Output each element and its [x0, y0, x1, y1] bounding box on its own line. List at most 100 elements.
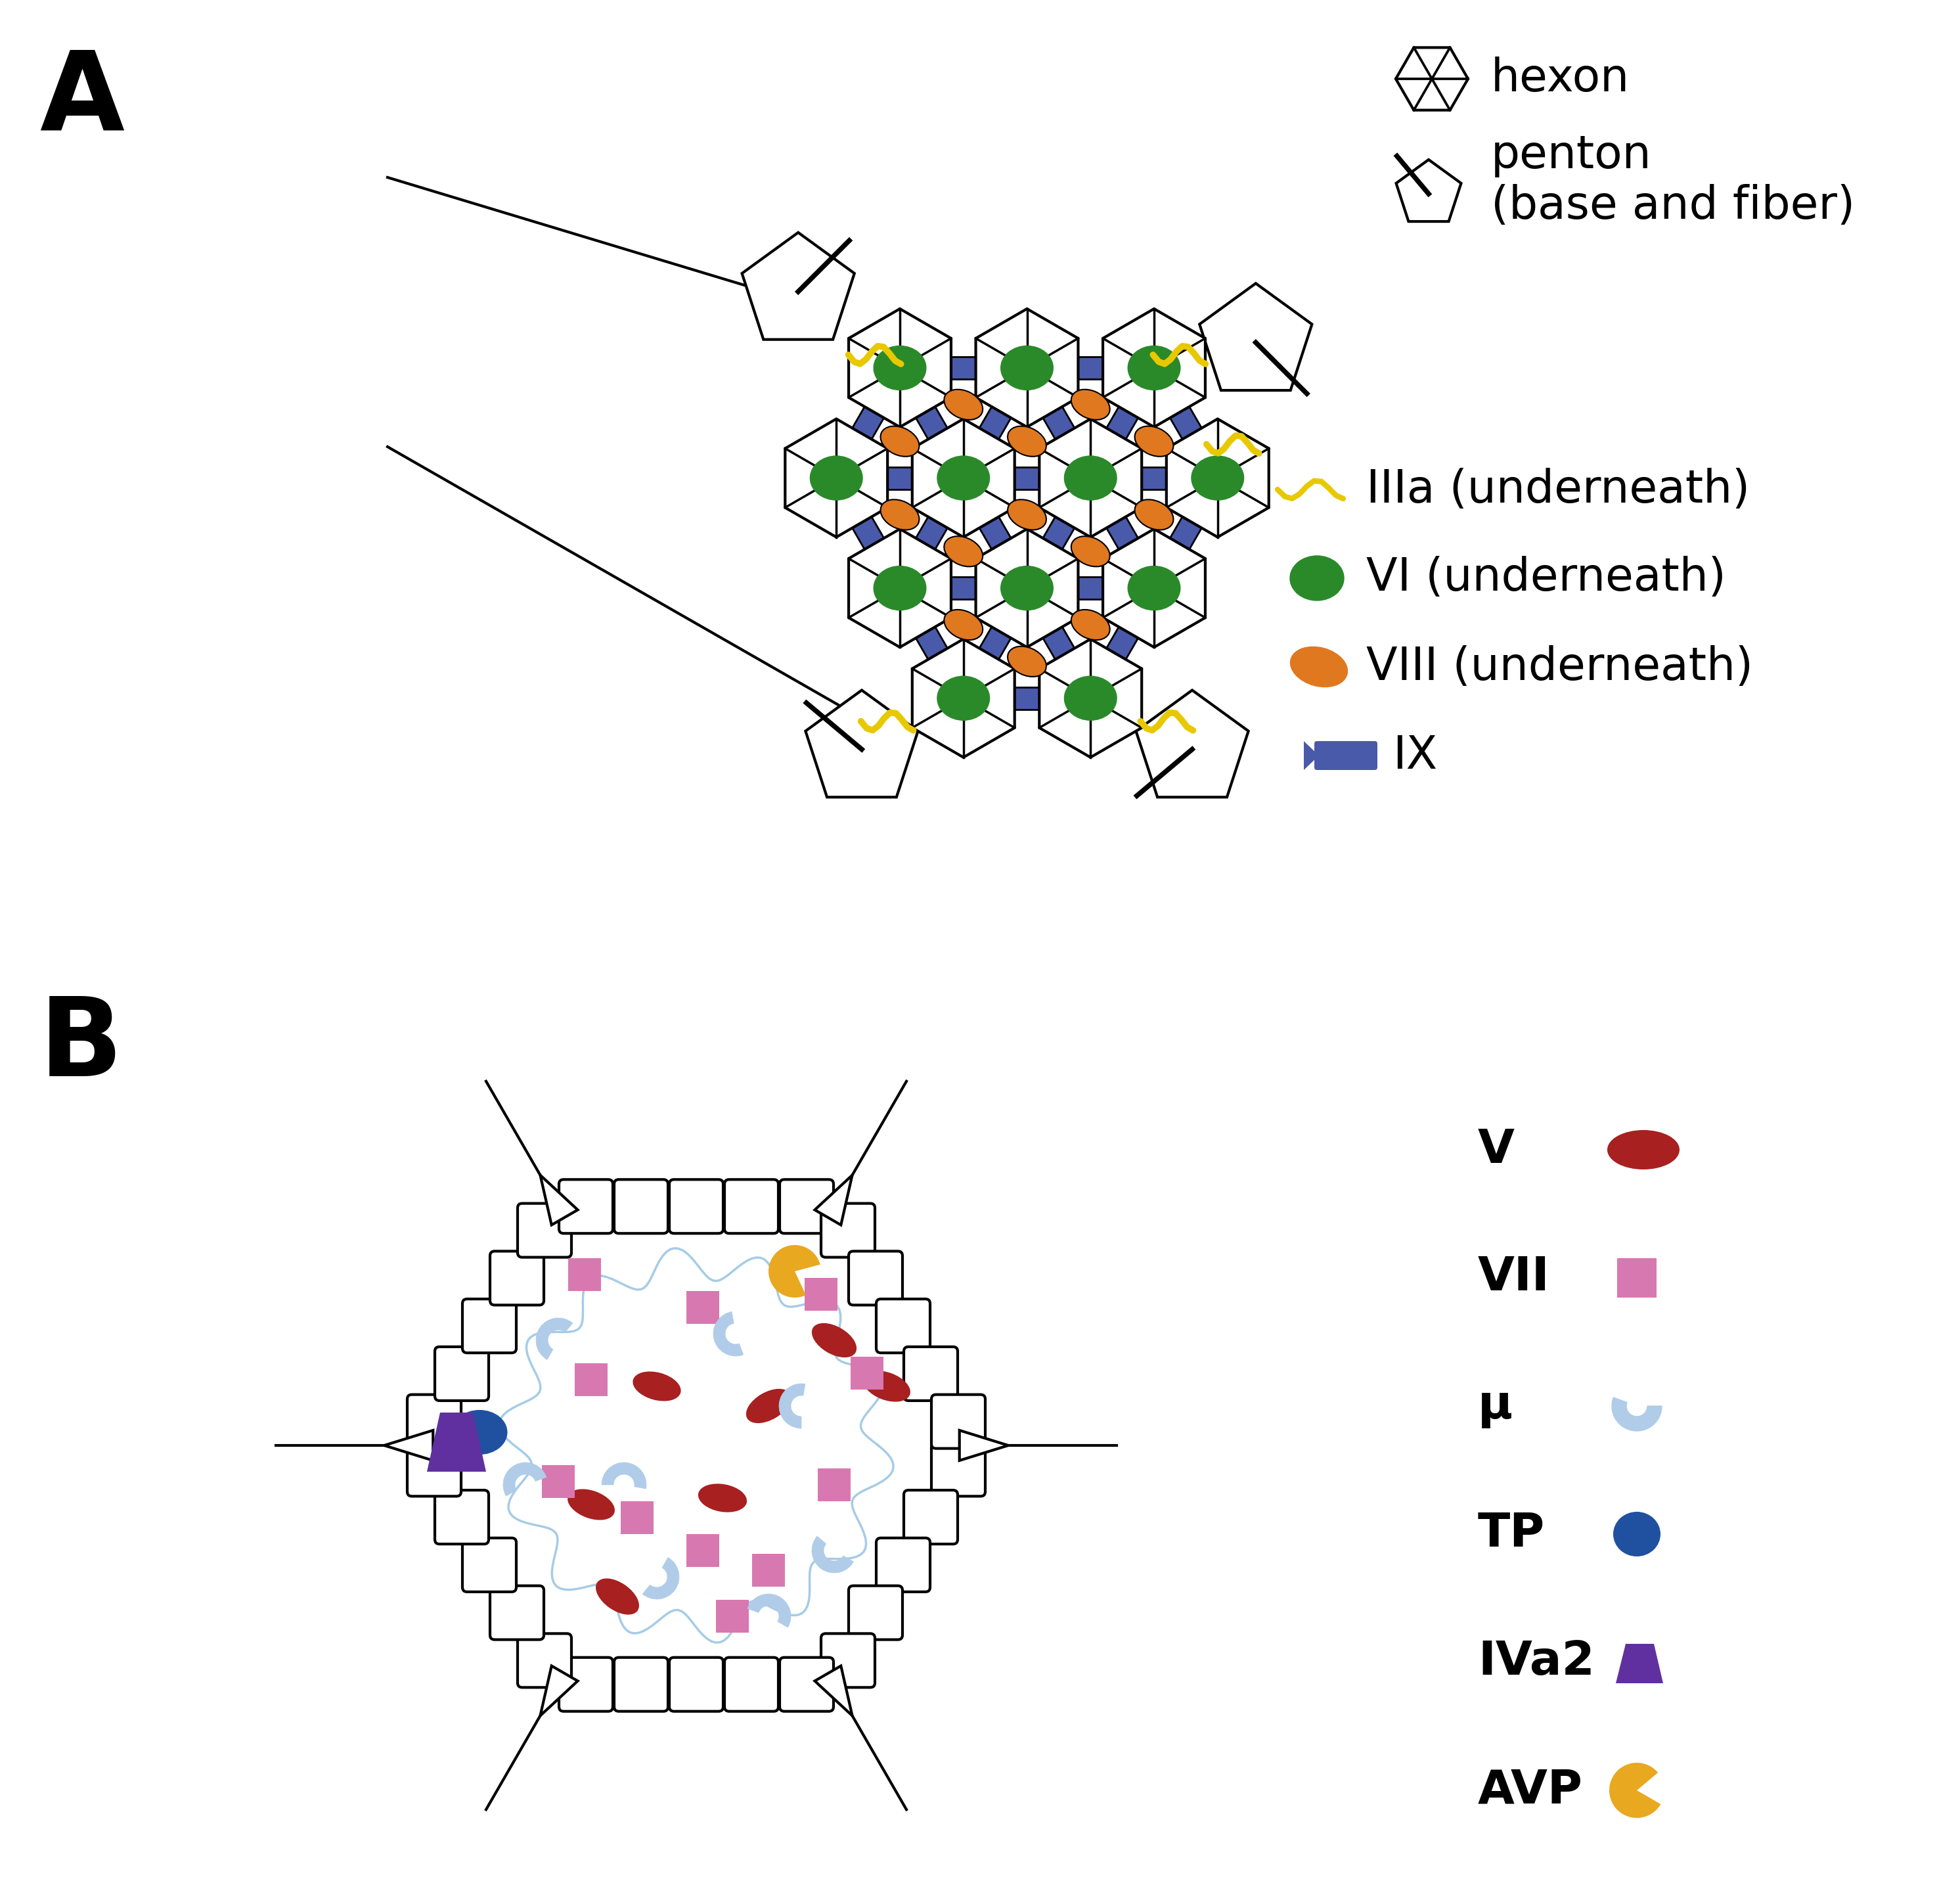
- Wedge shape: [713, 1312, 743, 1356]
- Text: B: B: [39, 992, 123, 1099]
- FancyBboxPatch shape: [904, 1346, 958, 1401]
- FancyBboxPatch shape: [408, 1443, 461, 1497]
- Polygon shape: [847, 396, 890, 449]
- Polygon shape: [849, 529, 951, 647]
- Text: AVP: AVP: [1478, 1767, 1584, 1813]
- FancyBboxPatch shape: [517, 1203, 572, 1257]
- Polygon shape: [1039, 640, 1143, 758]
- Polygon shape: [815, 1175, 853, 1224]
- Wedge shape: [535, 1318, 572, 1359]
- FancyBboxPatch shape: [490, 1251, 543, 1304]
- Ellipse shape: [1072, 537, 1109, 567]
- Polygon shape: [1102, 396, 1145, 449]
- Wedge shape: [504, 1462, 547, 1497]
- Ellipse shape: [1064, 455, 1117, 501]
- FancyBboxPatch shape: [931, 1443, 986, 1497]
- FancyBboxPatch shape: [559, 1658, 613, 1712]
- Wedge shape: [768, 1245, 819, 1299]
- Ellipse shape: [451, 1411, 508, 1455]
- Ellipse shape: [633, 1371, 680, 1401]
- Polygon shape: [939, 577, 988, 600]
- Ellipse shape: [1007, 426, 1047, 457]
- Ellipse shape: [596, 1578, 639, 1615]
- Polygon shape: [1004, 687, 1051, 710]
- Polygon shape: [1039, 419, 1143, 537]
- FancyBboxPatch shape: [849, 1251, 902, 1304]
- Text: IIIa (underneath): IIIa (underneath): [1366, 468, 1750, 512]
- Polygon shape: [786, 419, 888, 537]
- Ellipse shape: [1127, 345, 1180, 390]
- Polygon shape: [849, 308, 951, 426]
- Ellipse shape: [568, 1489, 615, 1519]
- Polygon shape: [1103, 529, 1205, 647]
- FancyBboxPatch shape: [613, 1658, 668, 1712]
- Text: IVa2: IVa2: [1478, 1639, 1595, 1685]
- Ellipse shape: [1072, 390, 1109, 419]
- Ellipse shape: [880, 499, 919, 529]
- FancyBboxPatch shape: [668, 1179, 723, 1234]
- Polygon shape: [541, 1175, 578, 1224]
- Polygon shape: [1066, 577, 1115, 600]
- Polygon shape: [1396, 48, 1468, 110]
- Polygon shape: [427, 1413, 486, 1472]
- Ellipse shape: [945, 609, 982, 640]
- Polygon shape: [976, 529, 1078, 647]
- Polygon shape: [909, 617, 953, 670]
- Polygon shape: [1129, 466, 1178, 489]
- Polygon shape: [976, 308, 1078, 426]
- FancyBboxPatch shape: [490, 1586, 543, 1639]
- Polygon shape: [1037, 396, 1080, 449]
- FancyBboxPatch shape: [876, 1538, 931, 1592]
- Text: A: A: [39, 46, 123, 152]
- FancyBboxPatch shape: [435, 1491, 488, 1544]
- Text: hexon: hexon: [1492, 57, 1629, 101]
- FancyBboxPatch shape: [821, 1634, 874, 1687]
- Text: V: V: [1478, 1127, 1515, 1173]
- Polygon shape: [1037, 506, 1080, 560]
- Text: μ: μ: [1478, 1384, 1513, 1428]
- Polygon shape: [1102, 617, 1145, 670]
- Polygon shape: [847, 506, 890, 560]
- FancyBboxPatch shape: [931, 1394, 986, 1449]
- FancyBboxPatch shape: [613, 1179, 668, 1234]
- Polygon shape: [909, 396, 953, 449]
- Ellipse shape: [1613, 1512, 1660, 1556]
- FancyBboxPatch shape: [725, 1658, 778, 1712]
- Ellipse shape: [1192, 455, 1245, 501]
- FancyBboxPatch shape: [876, 1299, 931, 1354]
- Wedge shape: [811, 1537, 853, 1573]
- Polygon shape: [909, 506, 953, 560]
- Ellipse shape: [874, 345, 927, 390]
- FancyBboxPatch shape: [780, 1179, 833, 1234]
- Text: VII: VII: [1478, 1255, 1550, 1300]
- Text: TP: TP: [1478, 1512, 1544, 1557]
- Text: penton
(base and fiber): penton (base and fiber): [1492, 133, 1854, 228]
- Polygon shape: [1164, 396, 1207, 449]
- Polygon shape: [911, 640, 1015, 758]
- FancyBboxPatch shape: [780, 1658, 833, 1712]
- Polygon shape: [384, 1430, 433, 1460]
- Ellipse shape: [1000, 565, 1054, 611]
- FancyBboxPatch shape: [517, 1634, 572, 1687]
- Ellipse shape: [1607, 1131, 1680, 1169]
- Polygon shape: [1037, 617, 1080, 670]
- FancyBboxPatch shape: [1315, 741, 1378, 769]
- Text: VIII (underneath): VIII (underneath): [1366, 645, 1752, 689]
- Polygon shape: [1615, 1643, 1664, 1683]
- Ellipse shape: [1135, 499, 1174, 529]
- Wedge shape: [778, 1384, 806, 1428]
- Wedge shape: [602, 1462, 647, 1489]
- FancyBboxPatch shape: [408, 1394, 461, 1449]
- Wedge shape: [1609, 1763, 1660, 1818]
- Ellipse shape: [1290, 645, 1348, 687]
- Polygon shape: [1396, 160, 1460, 221]
- Polygon shape: [974, 396, 1017, 449]
- Polygon shape: [974, 617, 1017, 670]
- Ellipse shape: [880, 426, 919, 457]
- Polygon shape: [541, 1666, 578, 1716]
- Ellipse shape: [1064, 676, 1117, 722]
- Ellipse shape: [1072, 609, 1109, 640]
- FancyBboxPatch shape: [904, 1491, 958, 1544]
- Polygon shape: [1200, 284, 1311, 390]
- Ellipse shape: [1290, 556, 1345, 600]
